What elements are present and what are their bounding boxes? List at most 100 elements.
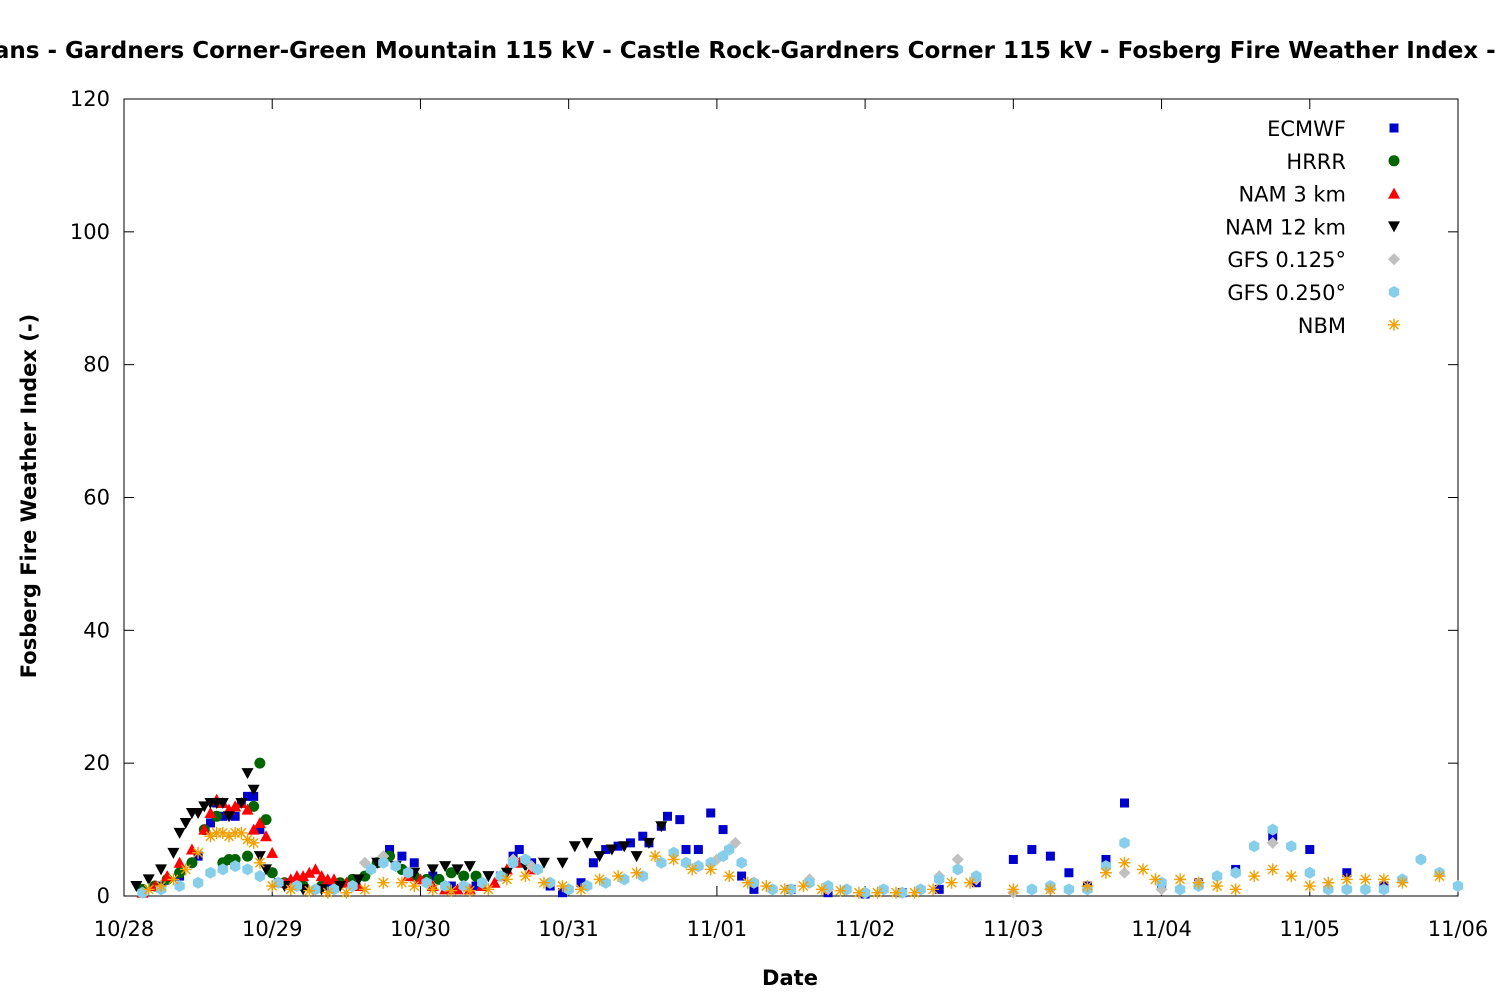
data-point	[254, 757, 266, 769]
data-point	[537, 857, 550, 869]
legend-label: NBM	[1298, 314, 1346, 338]
data-point	[1452, 880, 1464, 892]
data-point	[173, 827, 186, 839]
data-point	[1322, 876, 1335, 889]
data-points	[130, 757, 1464, 899]
data-point	[229, 800, 242, 812]
legend-label: NAM 12 km	[1225, 215, 1346, 239]
data-point	[500, 867, 513, 879]
data-point	[655, 821, 668, 833]
legend-marker	[1388, 318, 1400, 331]
data-point	[576, 878, 586, 888]
data-point	[173, 856, 186, 868]
data-point	[249, 791, 259, 801]
data-point	[297, 870, 310, 882]
data-point	[463, 861, 476, 873]
data-point	[630, 866, 643, 879]
data-point	[667, 853, 680, 866]
data-point	[216, 826, 229, 839]
data-point	[1044, 883, 1057, 896]
data-point	[1249, 840, 1260, 853]
legend-marker	[1389, 123, 1399, 133]
data-point	[871, 886, 884, 899]
legend-marker	[1388, 253, 1400, 266]
y-axis-label: Fosberg Fire Weather Index (-)	[17, 314, 41, 678]
data-point	[482, 883, 495, 896]
data-point	[718, 825, 728, 835]
y-axis: 0 20 40 60 80 100 120	[70, 87, 1458, 908]
x-tick-label: 11/03	[983, 917, 1044, 941]
data-point	[1026, 883, 1038, 896]
data-point	[303, 866, 316, 878]
data-point	[581, 837, 594, 849]
data-point	[385, 845, 395, 855]
data-point	[1119, 836, 1130, 849]
data-point	[352, 874, 365, 886]
x-tick-label: 11/02	[835, 917, 896, 941]
data-point	[303, 884, 316, 897]
legend-label: NAM 3 km	[1238, 183, 1346, 207]
data-point	[556, 857, 569, 869]
legend-marker	[1388, 221, 1400, 233]
data-point	[463, 884, 476, 897]
data-point	[426, 864, 439, 876]
data-point	[815, 883, 828, 896]
data-point	[428, 871, 438, 881]
data-point	[254, 870, 266, 883]
y-tick-label: 80	[83, 353, 110, 377]
data-point	[1359, 873, 1372, 886]
data-point	[649, 850, 662, 863]
data-point	[706, 808, 716, 818]
x-axis-label: Date	[762, 966, 818, 990]
data-point	[1192, 876, 1205, 889]
data-point	[222, 830, 235, 843]
data-point	[951, 853, 964, 866]
data-point	[514, 845, 524, 855]
data-point	[198, 823, 211, 835]
data-point	[613, 841, 623, 851]
data-point	[266, 880, 279, 893]
data-point	[593, 851, 606, 863]
data-point	[142, 874, 155, 886]
data-point	[593, 873, 606, 886]
data-point	[797, 880, 810, 893]
legend-label: HRRR	[1286, 150, 1346, 174]
data-point	[266, 846, 279, 858]
data-point	[686, 863, 699, 876]
data-point	[243, 791, 253, 801]
chart-title: 123 trans - Gardners Corner-Green Mounta…	[0, 38, 1500, 64]
data-point	[230, 860, 241, 873]
data-point	[377, 876, 390, 889]
data-point	[1149, 873, 1162, 886]
x-tick-label: 10/30	[390, 917, 451, 941]
data-point	[471, 881, 481, 891]
data-point	[1118, 856, 1131, 869]
data-point	[167, 847, 180, 859]
data-point	[408, 880, 421, 893]
data-point	[402, 866, 414, 879]
data-point	[365, 863, 377, 876]
data-point	[557, 888, 567, 898]
data-point	[1211, 870, 1223, 883]
data-point	[704, 863, 717, 876]
data-point	[1007, 883, 1020, 896]
data-point	[161, 870, 174, 882]
data-point	[1285, 870, 1298, 883]
x-tick-label: 11/01	[687, 917, 748, 941]
data-point	[198, 801, 211, 813]
data-point	[500, 873, 513, 886]
data-point	[260, 864, 273, 876]
data-point	[253, 851, 266, 863]
data-point	[241, 768, 254, 780]
data-point	[323, 881, 333, 891]
data-point	[440, 880, 451, 892]
data-point	[724, 843, 735, 856]
data-point	[1174, 873, 1187, 886]
data-point	[1266, 836, 1279, 849]
data-point	[315, 870, 328, 882]
data-point	[192, 876, 204, 889]
data-point	[218, 811, 228, 821]
data-point	[723, 870, 736, 883]
data-point	[253, 856, 266, 869]
data-point	[241, 833, 254, 846]
